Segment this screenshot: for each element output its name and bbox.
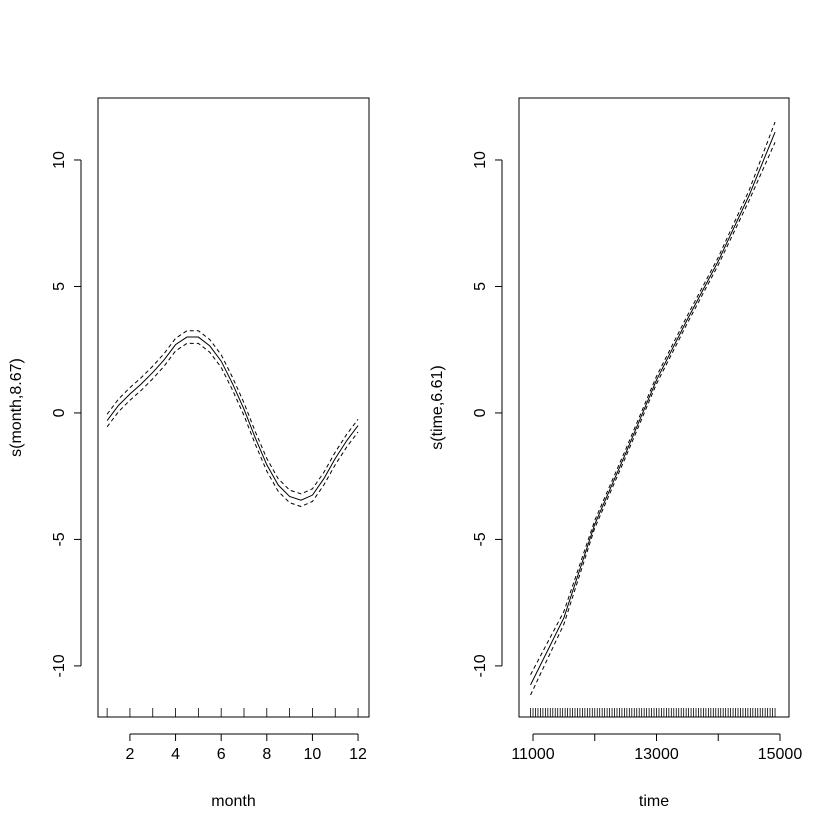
y-axis-label: s(month,8.67) xyxy=(8,358,25,457)
x-tick-label: 13000 xyxy=(634,746,679,763)
y-axis-label: s(time,6.61) xyxy=(429,365,446,449)
plot-frame xyxy=(97,97,370,718)
x-tick-label: 4 xyxy=(171,746,180,763)
x-axis-label: month xyxy=(211,793,255,810)
x-axis-label: time xyxy=(639,793,669,810)
y-tick-label: -5 xyxy=(51,532,68,546)
x-tick-label: 2 xyxy=(125,746,134,763)
y-tick-label: -10 xyxy=(472,654,489,677)
confidence-line xyxy=(530,121,776,675)
confidence-line xyxy=(106,342,359,508)
y-tick-label: 5 xyxy=(51,282,68,291)
y-tick-label: -5 xyxy=(472,532,489,546)
y-tick-label: 0 xyxy=(472,408,489,417)
x-tick-label: 15000 xyxy=(758,746,803,763)
confidence-line xyxy=(530,142,776,696)
y-tick-label: -10 xyxy=(51,654,68,677)
y-tick-label: 5 xyxy=(472,282,489,291)
y-tick-label: 10 xyxy=(472,151,489,169)
y-tick-label: 0 xyxy=(51,408,68,417)
x-tick-label: 12 xyxy=(349,746,367,763)
smooth-line xyxy=(106,336,359,501)
plot-frame xyxy=(518,97,790,718)
x-tick-label: 11000 xyxy=(511,746,554,763)
x-tick-label: 10 xyxy=(304,746,322,763)
y-tick-label: 10 xyxy=(51,151,68,169)
x-tick-label: 6 xyxy=(217,746,226,763)
smooth-line xyxy=(530,131,776,686)
confidence-line xyxy=(106,330,359,495)
x-tick-label: 8 xyxy=(262,746,271,763)
